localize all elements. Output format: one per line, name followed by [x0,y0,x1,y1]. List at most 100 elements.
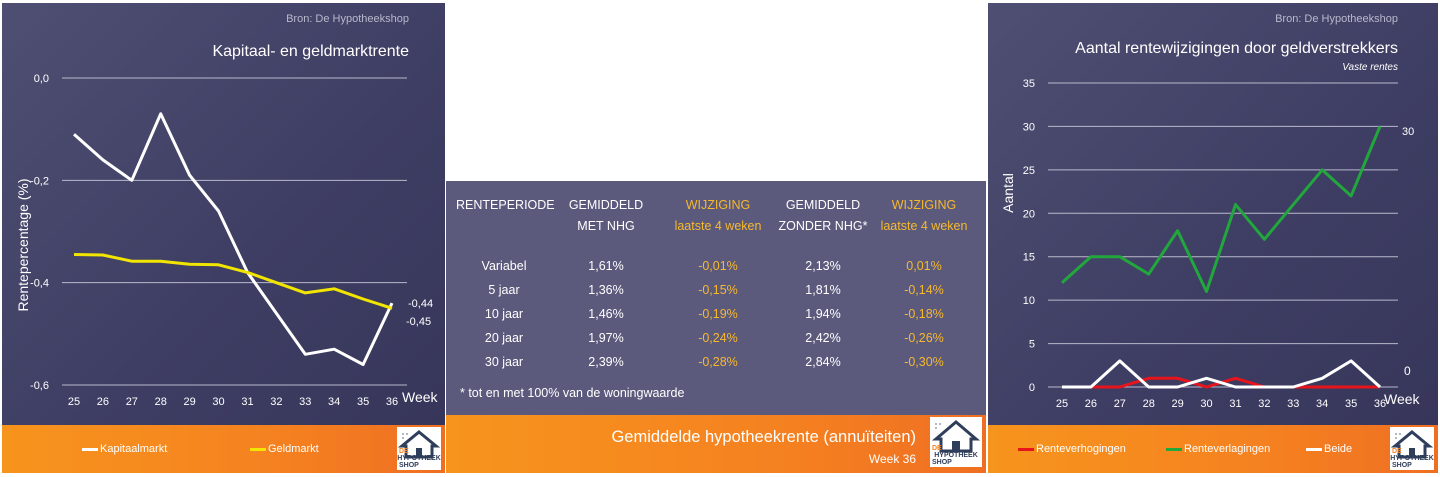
end-value-label: -0,45 [406,316,431,328]
end-value-label: 0 [1404,364,1411,378]
table-cell: -0,01% [698,259,738,273]
row-label: 30 jaar [484,355,524,369]
y-tick-label: 25 [1023,165,1035,177]
header-zonder-nhg: GEMIDDELD ZONDER NHG* [778,198,868,233]
legend-swatch [1166,447,1182,451]
legend-label: Renteverhogingen [1036,443,1126,455]
week-label: Week 36 [868,452,916,466]
legend-swatch [250,447,266,451]
x-tick-label: 28 [155,396,167,408]
y-tick-label: 10 [1023,295,1035,307]
x-tick-label: 29 [184,396,196,408]
table-cell: 1,81% [805,283,841,297]
chart-area: Bron: De Hypotheekshop Kapitaal- en geld… [2,3,445,425]
mortgage-rate-table-panel: RENTEPERIODE GEMIDDELD MET NHG WIJZIGING l… [446,3,986,473]
hypotheekshop-logo: DE HYPOTHEEK SHOP [930,417,982,467]
x-axis-label: Week [1384,391,1421,407]
logo-text: DE HYPOTHEEK SHOP [932,445,978,466]
table-cell: 1,94% [805,307,841,321]
y-tick-label: -0,6 [30,380,49,392]
y-tick-label: 35 [1023,78,1035,90]
y-tick-label: 5 [1029,339,1035,351]
series-line-kapitaalmarkt [73,112,394,366]
y-axis-label: Aantal [1000,173,1016,213]
series-line-beide [1062,359,1382,389]
x-tick-label: 34 [328,396,340,408]
source-label: Bron: De Hypotheekshop [1275,13,1398,25]
capital-market-line-chart: 0,0 -0,2 -0,4 -0,6 25 26 27 28 29 30 31 32 33 34 35 36 W… [15,73,439,408]
x-tick-label: 27 [1114,398,1126,410]
chart-area: Bron: De Hypotheekshop Aantal rentewijzi… [988,3,1438,425]
y-tick-label: 0,0 [34,73,49,85]
table-cell: 2,42% [805,331,841,345]
row-label: Variabel [481,259,527,273]
series-line-geldmarkt [73,253,393,310]
legend-item-geldmarkt: Geldmarkt [250,425,319,473]
house-icon [397,430,441,459]
table-cell: 2,84% [805,355,841,369]
table-cell: -0,19% [698,307,738,321]
table-cell: 2,13% [805,259,841,273]
legend-label: Renteverlagingen [1184,443,1271,455]
y-tick-label: 0 [1029,382,1035,394]
x-tick-label: 26 [97,396,109,408]
y-tick-label: 30 [1023,121,1035,133]
legend-swatch [1306,447,1322,451]
header-renteperiode: RENTEPERIODE [456,198,555,212]
x-tick-label: 30 [1200,398,1212,410]
x-tick-label: 32 [270,396,282,408]
y-axis-label: Rentepercentage (%) [15,178,31,311]
legend-item-renteverlagingen: Renteverlagingen [1166,425,1270,473]
series-line-renteverlagingen [1060,125,1382,293]
x-tick-label: 27 [126,396,138,408]
hypotheekshop-logo: DE HYPOTHEEK SHOP [397,427,441,470]
table-cell: -0,30% [904,355,944,369]
end-value-label: 30 [1402,126,1414,138]
header-met-nhg: GEMIDDELD MET NHG [568,198,644,233]
x-tick-label: 25 [68,396,80,408]
x-tick-label: 31 [1229,398,1241,410]
chart-title: Kapitaal- en geldmarktrente [212,43,409,60]
logo-text: DE HYPOTHEEK SHOP [1390,448,1434,469]
legend-label: Beide [1324,443,1353,455]
x-tick-label: 36 [1374,398,1386,410]
x-tick-label: 25 [1056,398,1068,410]
table-title-bar: Gemiddelde hypotheekrente (annuïteiten) … [446,415,986,473]
table-cell: -0,28% [698,355,738,369]
legend-item-beide: Beide [1306,425,1352,473]
legend-label: Kapitaalmarkt [100,443,168,455]
table-cell: -0,15% [698,283,738,297]
header-wijziging-zonder-nhg: WIJZIGING laatste 4 weken [880,198,968,233]
y-tick-label: -0,4 [30,278,49,290]
legend-item-renteverhogingen: Renteverhogingen [1018,425,1126,473]
y-tick-label: -0,2 [30,175,49,187]
x-tick-label: 26 [1085,398,1097,410]
x-tick-label: 28 [1143,398,1155,410]
x-tick-label: 33 [1287,398,1299,410]
end-value-label: -0,44 [408,298,433,310]
row-label: 20 jaar [484,331,524,345]
y-tick-label: 20 [1023,208,1035,220]
row-label: 10 jaar [484,307,524,321]
header-wijziging-met-nhg: WIJZIGING laatste 4 weken [674,198,762,233]
x-tick-label: 32 [1258,398,1270,410]
x-tick-label: 31 [241,396,253,408]
logo-text: DE HYPOTHEEK SHOP [397,448,441,469]
table-cell: 0,01% [906,259,942,273]
legend-label: Geldmarkt [268,443,319,455]
table-cell: -0,14% [904,283,944,297]
source-label: Bron: De Hypotheekshop [286,13,409,25]
table-title: Gemiddelde hypotheekrente (annuïteiten) [611,428,916,446]
x-tick-label: 36 [386,396,398,408]
row-label: 5 jaar [488,283,520,297]
house-icon [1390,430,1434,459]
legend-item-kapitaalmarkt: Kapitaalmarkt [82,425,167,473]
x-tick-label: 34 [1316,398,1328,410]
hypotheekshop-logo: DE HYPOTHEEK SHOP [1390,427,1434,470]
x-tick-label: 35 [357,396,369,408]
rate-table: RENTEPERIODE GEMIDDELD MET NHG WIJZIGING l… [446,181,986,415]
legend-swatch [1018,447,1034,451]
x-tick-label: 29 [1172,398,1184,410]
capital-market-chart-panel: Bron: De Hypotheekshop Kapitaal- en geld… [2,3,445,473]
table-cell: 2,39% [588,355,624,369]
